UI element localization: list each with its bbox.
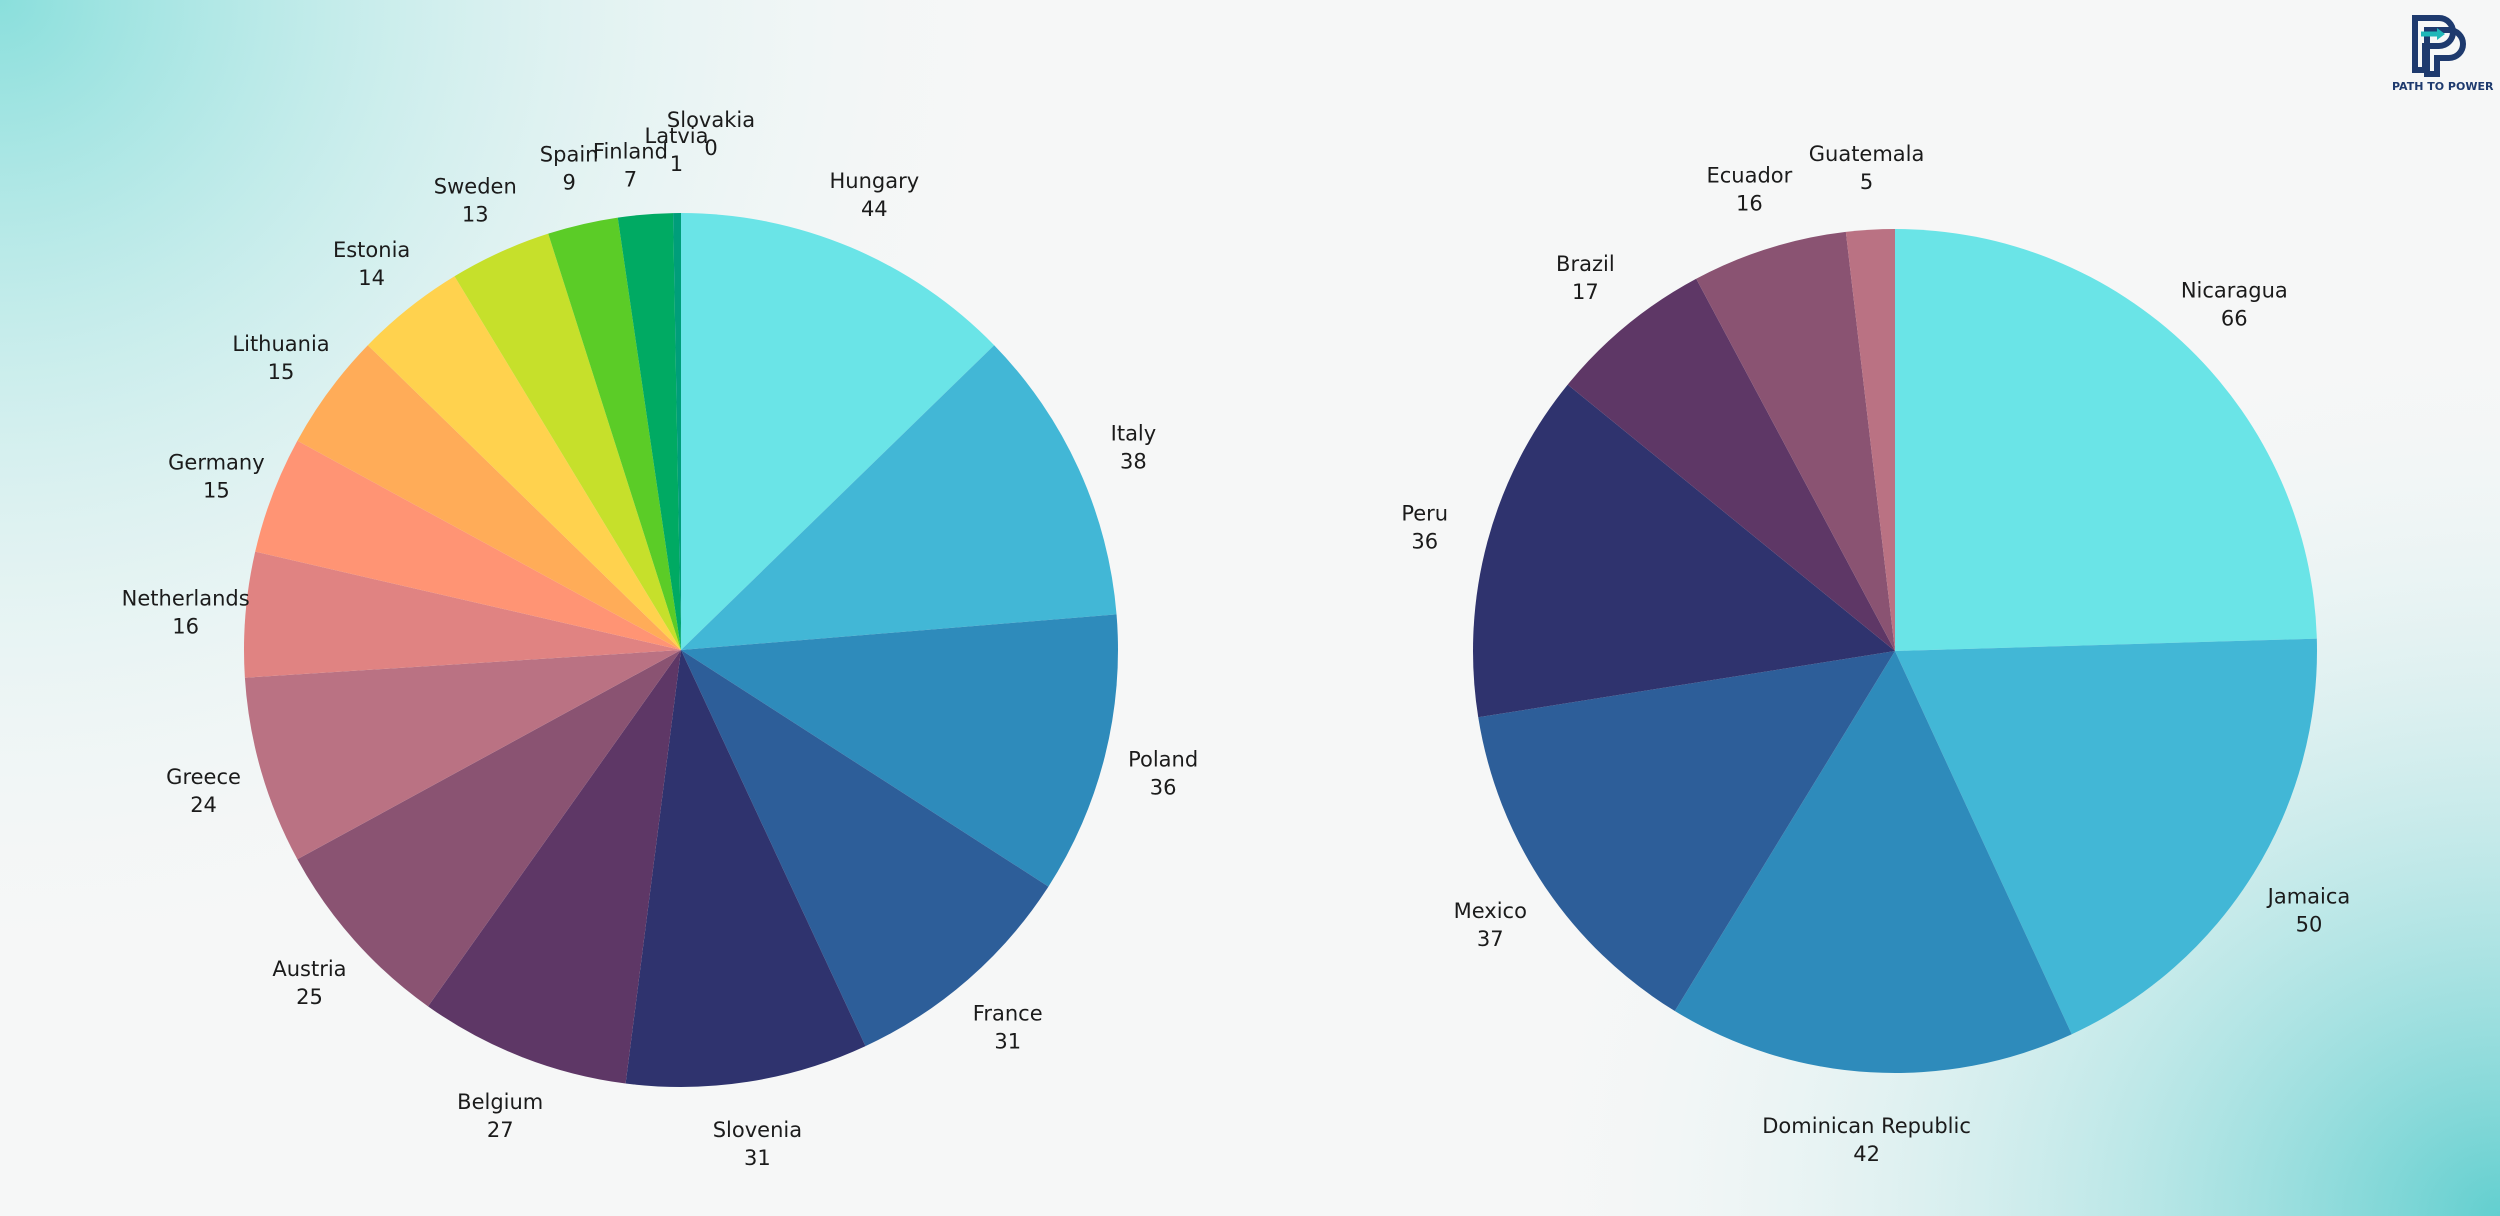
pie-slice-lithuania <box>297 345 681 650</box>
slice-label-dominican-republic: Dominican Republic <box>1762 1114 1971 1138</box>
pie-slice-latvia <box>673 213 681 650</box>
pie-slice-finland <box>617 213 681 650</box>
pie-slice-belgium <box>428 650 681 1084</box>
slice-value-sweden: 13 <box>462 203 489 227</box>
slice-value-belgium: 27 <box>487 1118 514 1142</box>
slice-value-brazil: 17 <box>1572 280 1599 304</box>
slice-value-germany: 15 <box>203 478 230 502</box>
pie-slice-greece <box>244 650 681 860</box>
pie-slice-peru <box>1473 384 1895 718</box>
slice-label-guatemala: Guatemala <box>1809 142 1925 166</box>
slice-value-netherlands: 16 <box>172 614 199 638</box>
slice-value-austria: 25 <box>296 985 323 1009</box>
pie-slice-ecuador <box>1696 231 1895 652</box>
slice-value-jamaica: 50 <box>2296 913 2323 937</box>
slice-label-netherlands: Netherlands <box>122 586 250 610</box>
slice-label-nicaragua: Nicaragua <box>2181 279 2288 303</box>
slice-value-mexico: 37 <box>1477 927 1504 951</box>
slice-value-ecuador: 16 <box>1736 191 1763 215</box>
pie-slice-sweden <box>454 233 681 650</box>
slice-label-italy: Italy <box>1111 421 1157 445</box>
slice-label-slovenia: Slovenia <box>713 1118 802 1142</box>
slice-label-peru: Peru <box>1401 501 1448 525</box>
pie-slice-poland <box>681 614 1118 887</box>
pie-slice-netherlands <box>244 551 682 678</box>
slice-label-jamaica: Jamaica <box>2266 885 2351 909</box>
logo-text: PATH TO POWER <box>2392 80 2494 93</box>
slice-value-lithuania: 15 <box>268 360 295 384</box>
slice-label-poland: Poland <box>1128 748 1198 772</box>
slice-label-estonia: Estonia <box>333 238 410 262</box>
slice-label-germany: Germany <box>168 450 265 474</box>
pie-slice-austria <box>297 650 681 1007</box>
slice-value-france: 31 <box>994 1030 1021 1054</box>
pie-slice-mexico <box>1478 651 1895 1012</box>
pie-slice-nicaragua <box>1895 229 2317 651</box>
slice-value-nicaragua: 66 <box>2221 307 2248 331</box>
slice-value-spain: 9 <box>562 171 575 195</box>
slice-label-greece: Greece <box>166 765 241 789</box>
slice-label-finland: Finland <box>593 140 668 164</box>
slice-label-sweden: Sweden <box>434 175 517 199</box>
slice-label-mexico: Mexico <box>1454 899 1527 923</box>
pie-slice-italy <box>681 345 1117 650</box>
pie-slice-brazil <box>1567 278 1895 651</box>
pie-slice-dominican-republic <box>1674 651 2072 1073</box>
slice-value-poland: 36 <box>1150 776 1177 800</box>
slice-value-latvia: 1 <box>670 152 683 176</box>
slice-label-hungary: Hungary <box>829 169 919 193</box>
slice-value-slovenia: 31 <box>744 1146 771 1170</box>
pie-slice-hungary <box>681 213 995 650</box>
slice-value-slovakia: 0 <box>704 136 717 160</box>
pie-slice-spain <box>548 217 681 650</box>
pie-slice-guatemala <box>1845 229 1895 651</box>
slice-label-brazil: Brazil <box>1556 252 1615 276</box>
pie-slice-germany <box>255 440 681 650</box>
slice-value-hungary: 44 <box>861 197 888 221</box>
slice-label-ecuador: Ecuador <box>1706 163 1792 187</box>
pie-slice-jamaica <box>1895 638 2317 1035</box>
slice-value-greece: 24 <box>190 793 217 817</box>
slice-label-belgium: Belgium <box>457 1090 543 1114</box>
slice-label-slovakia: Slovakia <box>667 108 755 132</box>
slice-label-france: France <box>973 1002 1043 1026</box>
logo-icon <box>2412 15 2466 77</box>
pie-slice-france <box>681 650 1049 1047</box>
slice-value-estonia: 14 <box>358 266 385 290</box>
pie-slice-slovenia <box>625 650 866 1087</box>
slice-label-latvia: Latvia <box>645 124 709 148</box>
slice-value-italy: 38 <box>1120 449 1147 473</box>
path-to-power-logo: PATH TO POWER <box>2392 14 2494 93</box>
slice-value-guatemala: 5 <box>1860 170 1873 194</box>
slice-value-peru: 36 <box>1411 529 1438 553</box>
slice-value-finland: 7 <box>624 168 637 192</box>
slice-label-austria: Austria <box>272 957 346 981</box>
slice-label-spain: Spain <box>540 143 599 167</box>
slice-value-dominican-republic: 42 <box>1853 1142 1880 1166</box>
slice-label-lithuania: Lithuania <box>232 332 329 356</box>
pie-slice-estonia <box>367 276 681 650</box>
